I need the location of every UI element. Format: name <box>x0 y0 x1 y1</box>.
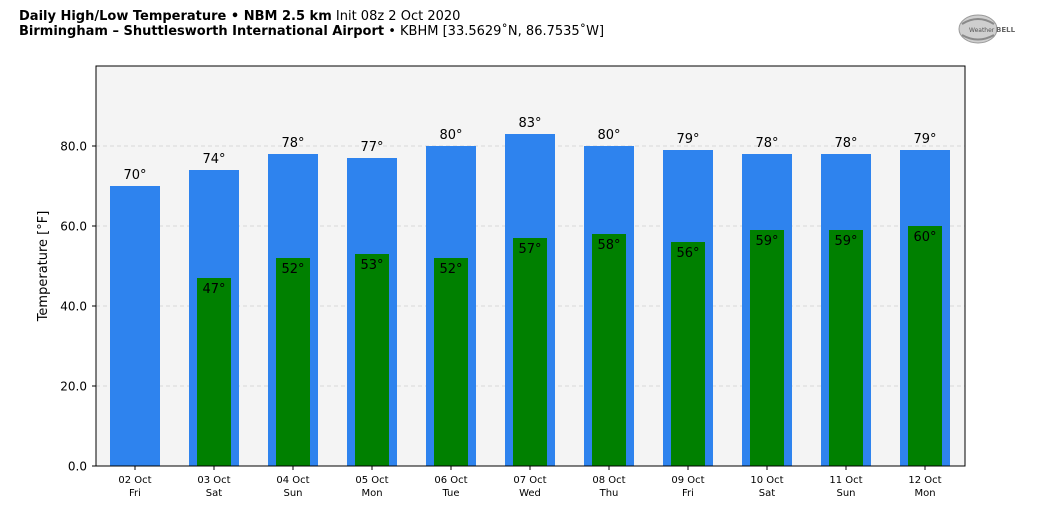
x-axis: 02 Oct Fri 03 Oct Sat 04 Oct Sun 05 Oct Mon 06 O… <box>118 466 942 499</box>
x-tick-weekday: Sat <box>206 488 222 499</box>
low-bar <box>592 234 626 466</box>
low-bar <box>671 242 705 466</box>
y-tick-label: 20.0 <box>60 380 87 394</box>
low-bar <box>513 238 547 466</box>
logo-text-left: Weather <box>969 27 995 34</box>
x-tick-date: 03 Oct <box>197 475 230 486</box>
high-value-label: 79° <box>913 132 936 147</box>
x-tick-date: 11 Oct <box>829 475 862 486</box>
high-value-label: 78° <box>834 136 857 151</box>
low-value-label: 57° <box>518 242 541 257</box>
low-value-label: 56° <box>676 246 699 261</box>
x-tick-date: 08 Oct <box>592 475 625 486</box>
low-value-label: 53° <box>360 258 383 273</box>
low-bar <box>197 278 231 466</box>
x-tick-date: 02 Oct <box>118 475 151 486</box>
x-tick-date: 06 Oct <box>434 475 467 486</box>
low-value-label: 58° <box>597 238 620 253</box>
low-bar <box>829 230 863 466</box>
x-tick-weekday: Sun <box>283 488 302 499</box>
chart-header: Daily High/Low Temperature • NBM 2.5 km … <box>19 9 604 39</box>
low-value-label: 60° <box>913 230 936 245</box>
weatherbell-logo: Weather BELL <box>958 14 1016 44</box>
title-line: Daily High/Low Temperature • NBM 2.5 km … <box>19 9 604 24</box>
high-value-label: 83° <box>518 116 541 131</box>
low-bar <box>276 258 310 466</box>
y-tick-label: 60.0 <box>60 220 87 234</box>
low-value-label: 52° <box>281 262 304 277</box>
high-value-label: 77° <box>360 140 383 155</box>
location-name: Birmingham – Shuttlesworth International… <box>19 24 385 39</box>
y-tick-label: 40.0 <box>60 300 87 314</box>
low-bar <box>434 258 468 466</box>
station-coordinates: • KBHM [33.5629˚N, 86.7535˚W] <box>388 24 605 39</box>
x-tick-weekday: Mon <box>361 488 382 499</box>
location-line: Birmingham – Shuttlesworth International… <box>19 24 604 39</box>
x-tick-weekday: Fri <box>129 488 141 499</box>
low-bar <box>908 226 942 466</box>
high-value-label: 74° <box>202 152 225 167</box>
x-tick-weekday: Wed <box>519 488 541 499</box>
x-tick-weekday: Sat <box>759 488 775 499</box>
value-labels: 70° 74° 47° 78° 52° 77° 53° 80° 52° 83° 57° 80° 58° 7… <box>123 116 936 297</box>
high-value-label: 78° <box>281 136 304 151</box>
y-axis: 0.0 20.0 40.0 60.0 80.0 <box>60 140 96 474</box>
high-value-label: 79° <box>676 132 699 147</box>
high-value-label: 70° <box>123 168 146 183</box>
x-tick-weekday: Thu <box>599 488 619 499</box>
x-tick-weekday: Fri <box>682 488 694 499</box>
low-bars <box>197 226 942 466</box>
x-tick-weekday: Tue <box>441 488 459 499</box>
high-value-label: 80° <box>597 128 620 143</box>
chart-title: Daily High/Low Temperature • NBM 2.5 km <box>19 9 332 24</box>
init-time: Init 08z 2 Oct 2020 <box>335 9 461 24</box>
y-tick-label: 80.0 <box>60 140 87 154</box>
high-value-label: 80° <box>439 128 462 143</box>
x-tick-date: 07 Oct <box>513 475 546 486</box>
y-tick-label: 0.0 <box>68 460 87 474</box>
x-tick-date: 10 Oct <box>750 475 783 486</box>
x-tick-date: 05 Oct <box>355 475 388 486</box>
low-value-label: 52° <box>439 262 462 277</box>
x-tick-weekday: Mon <box>914 488 935 499</box>
y-axis-label: Temperature [°F] <box>36 211 51 323</box>
low-value-label: 59° <box>834 234 857 249</box>
x-tick-date: 09 Oct <box>671 475 704 486</box>
low-bar <box>355 254 389 466</box>
high-value-label: 78° <box>755 136 778 151</box>
x-tick-date: 04 Oct <box>276 475 309 486</box>
low-bar <box>750 230 784 466</box>
high-bar <box>110 186 160 466</box>
low-value-label: 59° <box>755 234 778 249</box>
x-tick-date: 12 Oct <box>908 475 941 486</box>
low-value-label: 47° <box>202 282 225 297</box>
x-tick-weekday: Sun <box>836 488 855 499</box>
logo-text-right: BELL <box>996 26 1016 34</box>
